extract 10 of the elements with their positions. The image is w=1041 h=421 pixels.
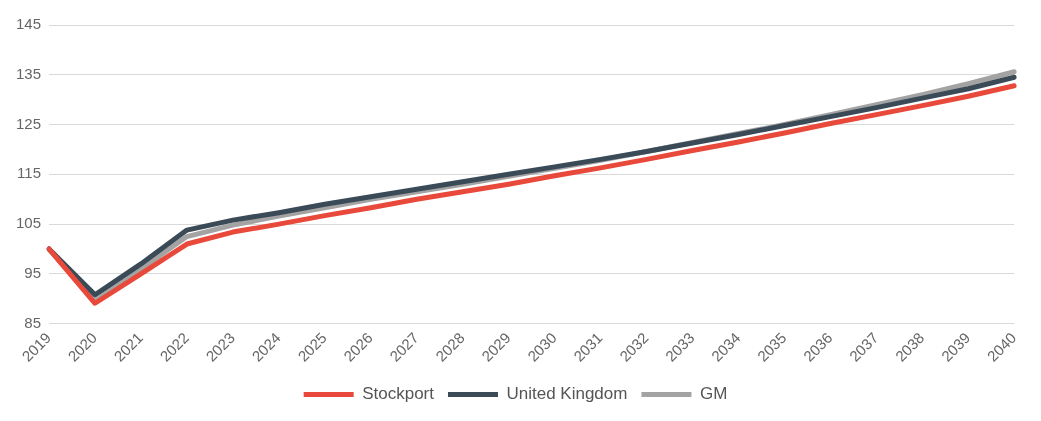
legend-label: GM xyxy=(699,384,728,404)
y-tick-label: 85 xyxy=(24,313,42,331)
y-tick-label: 135 xyxy=(16,64,42,82)
y-tick-label: 95 xyxy=(24,264,42,282)
y-tick-label: 145 xyxy=(16,15,42,33)
legend-label: United Kingdom xyxy=(506,384,628,404)
y-tick-label: 105 xyxy=(16,214,42,232)
y-tick-label: 125 xyxy=(16,114,42,132)
legend-label: Stockport xyxy=(362,384,435,404)
y-tick-label: 115 xyxy=(17,164,42,182)
